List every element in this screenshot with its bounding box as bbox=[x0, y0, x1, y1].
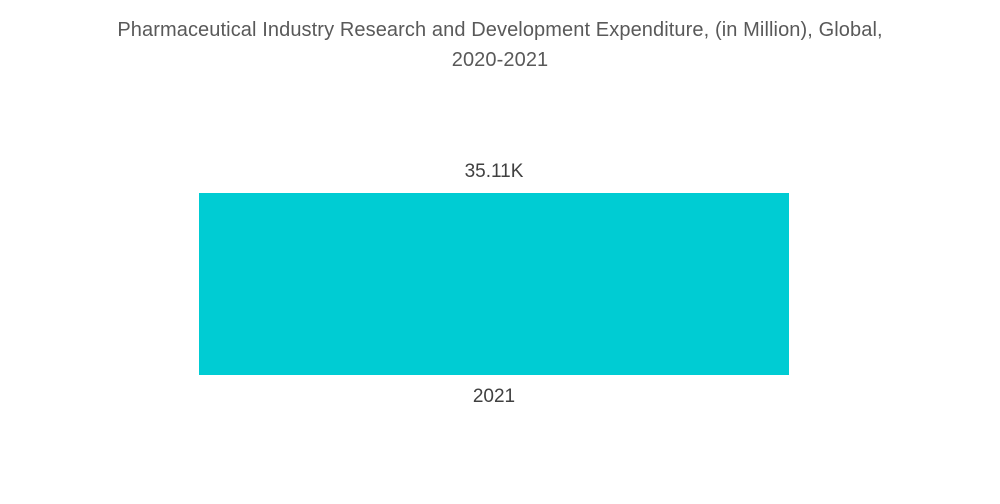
bar-2021[interactable] bbox=[199, 193, 789, 375]
x-axis-category-label: 2021 bbox=[472, 386, 516, 407]
chart-title-line-2: 2020-2021 bbox=[451, 49, 549, 71]
chart-title: Pharmaceutical Industry Research and Dev… bbox=[0, 15, 1000, 75]
bar-group: 35.11K 2021 bbox=[199, 160, 789, 409]
bar-value-label: 35.11K bbox=[464, 161, 524, 182]
chart-title-line-1: Pharmaceutical Industry Research and Dev… bbox=[117, 19, 883, 41]
